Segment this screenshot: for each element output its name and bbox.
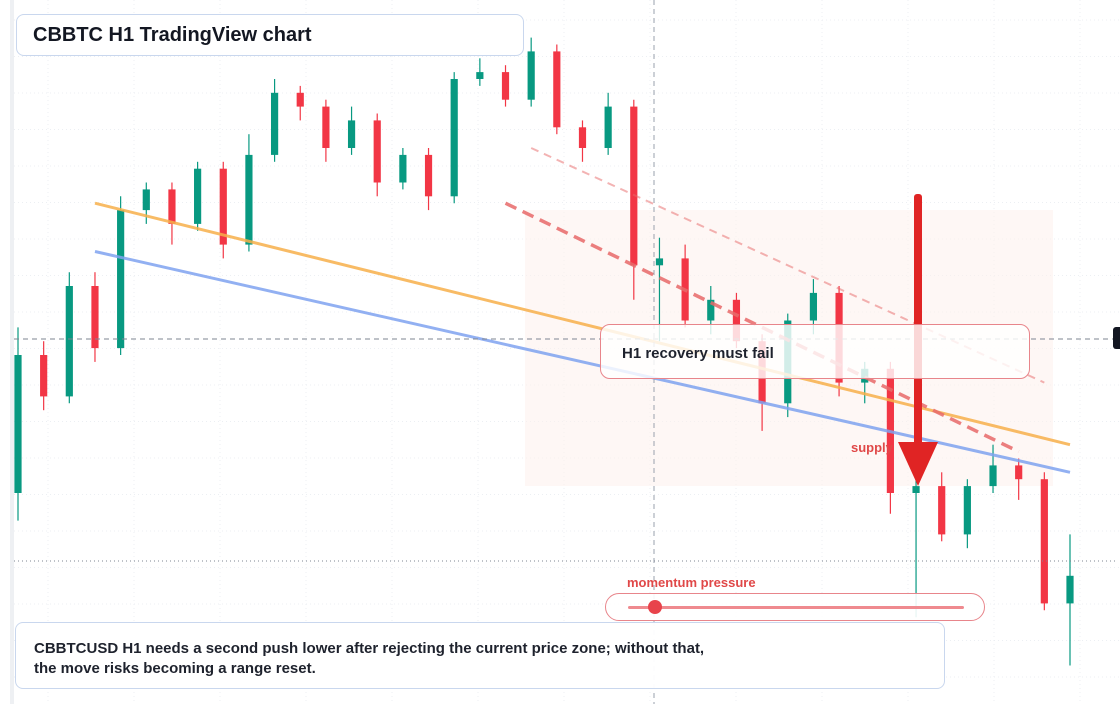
chart-title-box: CBBTC H1 TradingView chart (16, 14, 524, 56)
candle-body-up (527, 51, 535, 100)
candle-body-up (399, 154, 407, 183)
candle-body-up (450, 79, 458, 197)
candle-body-down (219, 168, 227, 245)
candle-body-up (245, 154, 253, 245)
candle-body-up (989, 465, 997, 487)
candle-body-up (347, 120, 356, 148)
down-arrow (898, 194, 938, 486)
note-line-1: CBBTCUSD H1 needs a second push lower af… (34, 640, 705, 657)
candle-body-up (117, 210, 125, 349)
trendline-orange (94, 201, 1071, 447)
candle-body-up (707, 299, 715, 321)
note-line-2: the move risks becoming a range reset. (34, 660, 316, 677)
candle-body-down (578, 127, 587, 148)
candle-body-up (142, 189, 150, 211)
candle-body-down (91, 286, 99, 349)
candle-body-down (630, 106, 638, 266)
candle-body-down (424, 154, 433, 197)
candle-body-up (604, 106, 612, 148)
analysis-note: CBBTCUSD H1 needs a second push lower af… (15, 622, 945, 689)
candle-body-up (1066, 575, 1074, 604)
candle-body-up (65, 286, 73, 397)
trendline-dashed-2 (530, 147, 1045, 384)
momentum-knob[interactable] (647, 600, 662, 614)
chart-title: CBBTC H1 TradingView chart (33, 24, 312, 46)
candle-body-down (40, 355, 48, 397)
candle-body-up (809, 292, 818, 321)
candle-body-up (655, 258, 664, 266)
callout-text: H1 recovery must fail (622, 345, 774, 362)
candle-body-up (14, 355, 22, 493)
candle-body-down (168, 189, 176, 224)
candle-body-down (1015, 465, 1023, 480)
price-scale-badge (1113, 327, 1120, 349)
left-edge-strip (10, 0, 14, 704)
candle-body-down (553, 51, 561, 128)
candle-body-up (194, 168, 202, 224)
candle-body-up (476, 72, 484, 79)
momentum-slider[interactable] (605, 593, 985, 621)
recovery-callout: H1 recovery must fail (600, 324, 1030, 379)
candle-body-down (322, 106, 330, 148)
candle-body-up (963, 486, 971, 535)
candle-body-down (732, 299, 741, 342)
momentum-track (628, 606, 964, 609)
candle-body-down (938, 486, 946, 535)
candle-body-down (501, 72, 510, 100)
candle-body-down (296, 92, 304, 107)
candle-body-down (1040, 479, 1048, 604)
candle-body-up (912, 486, 920, 493)
candle-body-up (270, 92, 279, 155)
supply-label: supply (851, 440, 893, 455)
momentum-label: momentum pressure (627, 575, 756, 590)
trendline-blue (94, 250, 1071, 474)
candle-body-down (373, 120, 381, 183)
